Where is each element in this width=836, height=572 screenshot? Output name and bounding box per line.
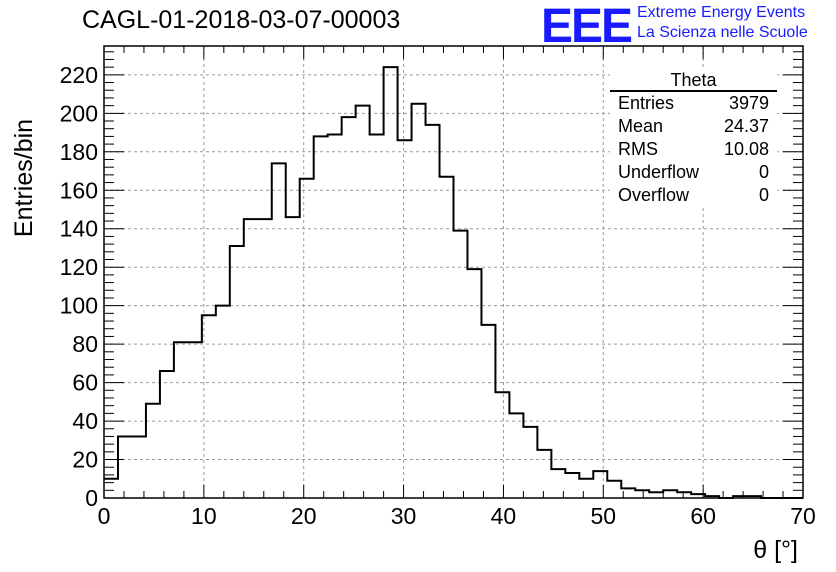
y-tick-label: 220	[60, 62, 98, 88]
y-tick-label: 160	[60, 177, 98, 203]
x-tick-label: 40	[491, 503, 517, 529]
stats-title: Theta	[610, 70, 777, 92]
stat-row-overflow: Overflow 0	[610, 184, 777, 207]
stat-label: Overflow	[618, 185, 690, 205]
stat-row-mean: Mean 24.37	[610, 115, 777, 138]
stat-label: Mean	[618, 116, 664, 136]
x-tick-labels: 0 10 20 30 40 50 60 70	[98, 503, 816, 529]
y-tick-label: 40	[72, 408, 98, 434]
y-tick-label: 0	[85, 485, 98, 511]
stat-value: 0	[758, 185, 769, 205]
x-tick-label: 0	[98, 503, 111, 529]
stat-label: Underflow	[618, 162, 700, 182]
y-tick-label: 80	[72, 331, 98, 357]
stat-row-rms: RMS 10.08	[610, 138, 777, 161]
y-tick-labels: 0 20 40 60 80 100 120 140 160 180 200 220	[60, 62, 98, 511]
x-axis-label: θ [°]	[753, 536, 798, 564]
stats-box: Theta Entries 3979 Mean 24.37 RMS 10.08 …	[610, 70, 777, 207]
eee-logo: EEE	[541, 0, 633, 53]
y-tick-label: 20	[72, 447, 98, 473]
y-axis-label: Entries/bin	[10, 119, 38, 237]
y-tick-label: 140	[60, 216, 98, 242]
x-tick-label: 50	[590, 503, 616, 529]
x-tick-label: 30	[391, 503, 417, 529]
stat-value: 24.37	[723, 116, 769, 136]
stat-label: Entries	[618, 93, 675, 113]
brand-name: Extreme Energy Events	[637, 4, 806, 21]
x-tick-label: 60	[690, 503, 716, 529]
y-tick-label: 200	[60, 100, 98, 126]
histogram-outline	[104, 66, 803, 499]
stat-value: 10.08	[723, 139, 769, 159]
brand-tagline: La Scienza nelle Scuole	[637, 24, 808, 41]
stat-value: 0	[758, 162, 769, 182]
stat-row-underflow: Underflow 0	[610, 161, 777, 184]
plot-frame	[103, 45, 804, 499]
x-tick-label: 20	[291, 503, 317, 529]
y-tick-label: 120	[60, 254, 98, 280]
y-tick-label: 180	[60, 139, 98, 165]
y-tick-label: 60	[72, 370, 98, 396]
x-tick-label: 10	[191, 503, 217, 529]
x-tick-label: 70	[790, 503, 816, 529]
chart-title: CAGL-01-2018-03-07-00003	[82, 6, 401, 34]
y-tick-label: 100	[60, 293, 98, 319]
stat-row-entries: Entries 3979	[610, 92, 777, 115]
stat-value: 3979	[728, 93, 769, 113]
stat-label: RMS	[618, 139, 658, 159]
